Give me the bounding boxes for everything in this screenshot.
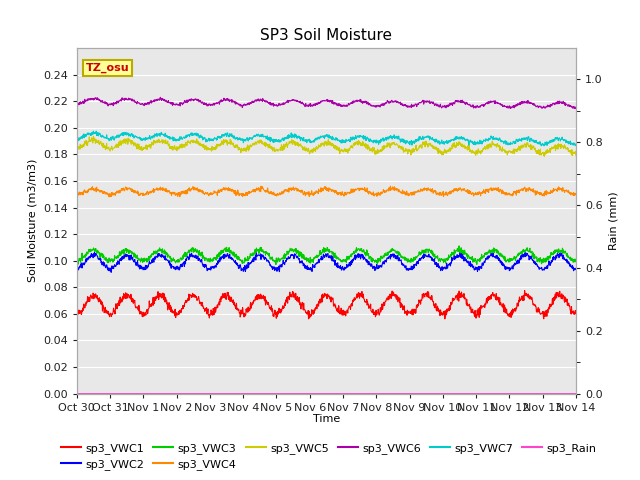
sp3_VWC3 — [470, 256, 477, 262]
sp3_VWC1 — [184, 297, 191, 302]
sp3_VWC4 — [513, 190, 521, 195]
Line: sp3_VWC3: sp3_VWC3 — [77, 246, 576, 264]
sp3_VWC2 — [241, 265, 248, 271]
Line: sp3_VWC7: sp3_VWC7 — [77, 131, 576, 146]
sp3_Rain — [73, 391, 81, 396]
sp3_VWC2 — [108, 269, 115, 275]
sp3_VWC2 — [470, 263, 477, 269]
Line: sp3_VWC4: sp3_VWC4 — [77, 186, 576, 197]
sp3_Rain — [468, 391, 476, 396]
sp3_VWC7 — [73, 134, 81, 140]
sp3_VWC6 — [404, 103, 412, 108]
sp3_Rain — [240, 391, 248, 396]
sp3_VWC4 — [105, 194, 113, 200]
sp3_VWC5 — [404, 151, 412, 157]
sp3_VWC6 — [469, 102, 477, 108]
sp3_VWC7 — [572, 143, 580, 148]
sp3_VWC7 — [540, 143, 548, 149]
sp3_Rain — [184, 391, 191, 396]
sp3_VWC1 — [521, 288, 529, 293]
sp3_VWC2 — [173, 264, 180, 270]
sp3_VWC1 — [305, 316, 312, 322]
sp3_VWC5 — [469, 148, 477, 154]
sp3_VWC3 — [513, 253, 521, 259]
sp3_Rain — [572, 391, 580, 396]
sp3_VWC6 — [73, 101, 81, 107]
sp3_VWC6 — [157, 95, 164, 100]
Legend: sp3_VWC1, sp3_VWC2, sp3_VWC3, sp3_VWC4, sp3_VWC5, sp3_VWC6, sp3_VWC7, sp3_Rain: sp3_VWC1, sp3_VWC2, sp3_VWC3, sp3_VWC4, … — [57, 438, 601, 474]
sp3_VWC2 — [404, 267, 412, 273]
sp3_VWC7 — [184, 133, 192, 139]
sp3_VWC5 — [240, 145, 248, 151]
sp3_VWC5 — [513, 146, 521, 152]
sp3_VWC7 — [469, 141, 477, 147]
sp3_VWC4 — [572, 191, 580, 196]
sp3_VWC1 — [572, 310, 580, 315]
sp3_VWC2 — [513, 261, 521, 266]
sp3_VWC5 — [572, 153, 580, 158]
sp3_VWC6 — [240, 102, 248, 108]
sp3_VWC3 — [184, 250, 191, 255]
Line: sp3_VWC1: sp3_VWC1 — [77, 290, 576, 319]
sp3_VWC5 — [172, 146, 180, 152]
Line: sp3_VWC6: sp3_VWC6 — [77, 97, 576, 108]
sp3_VWC1 — [240, 313, 248, 319]
Title: SP3 Soil Moisture: SP3 Soil Moisture — [260, 28, 392, 43]
sp3_VWC7 — [240, 137, 248, 143]
sp3_VWC3 — [404, 259, 412, 264]
sp3_VWC2 — [572, 266, 580, 272]
sp3_VWC4 — [240, 193, 248, 199]
Line: sp3_VWC5: sp3_VWC5 — [77, 136, 576, 156]
sp3_Rain — [513, 391, 520, 396]
sp3_VWC4 — [184, 187, 192, 193]
sp3_VWC5 — [541, 153, 548, 159]
sp3_VWC3 — [455, 243, 463, 249]
sp3_VWC3 — [73, 261, 81, 266]
sp3_VWC7 — [90, 128, 97, 134]
sp3_Rain — [404, 391, 412, 396]
sp3_VWC6 — [572, 105, 580, 111]
sp3_VWC7 — [172, 138, 180, 144]
sp3_VWC7 — [404, 139, 412, 145]
sp3_VWC1 — [73, 310, 81, 316]
sp3_VWC1 — [513, 300, 521, 306]
sp3_VWC2 — [185, 255, 193, 261]
sp3_VWC6 — [184, 99, 192, 105]
sp3_VWC4 — [73, 192, 81, 197]
sp3_VWC6 — [172, 101, 180, 107]
X-axis label: Time: Time — [313, 414, 340, 424]
sp3_VWC1 — [469, 310, 477, 315]
sp3_VWC4 — [470, 192, 477, 197]
sp3_VWC4 — [172, 192, 180, 197]
sp3_VWC1 — [404, 311, 412, 316]
sp3_VWC1 — [172, 315, 179, 321]
sp3_VWC3 — [172, 260, 179, 266]
sp3_VWC3 — [572, 258, 580, 264]
Text: TZ_osu: TZ_osu — [86, 62, 129, 73]
sp3_VWC2 — [91, 249, 99, 255]
sp3_VWC7 — [513, 137, 521, 143]
sp3_VWC3 — [240, 260, 248, 266]
Y-axis label: Rain (mm): Rain (mm) — [609, 192, 618, 250]
sp3_VWC2 — [73, 265, 81, 271]
sp3_VWC4 — [387, 183, 394, 189]
Line: sp3_VWC2: sp3_VWC2 — [77, 252, 576, 272]
sp3_VWC4 — [404, 191, 412, 196]
sp3_VWC3 — [272, 262, 280, 267]
sp3_VWC6 — [572, 106, 579, 111]
Y-axis label: Soil Moisture (m3/m3): Soil Moisture (m3/m3) — [28, 159, 37, 283]
sp3_Rain — [172, 391, 179, 396]
sp3_VWC5 — [90, 133, 97, 139]
sp3_VWC6 — [513, 103, 521, 108]
sp3_VWC5 — [73, 145, 81, 151]
sp3_VWC5 — [184, 140, 192, 145]
